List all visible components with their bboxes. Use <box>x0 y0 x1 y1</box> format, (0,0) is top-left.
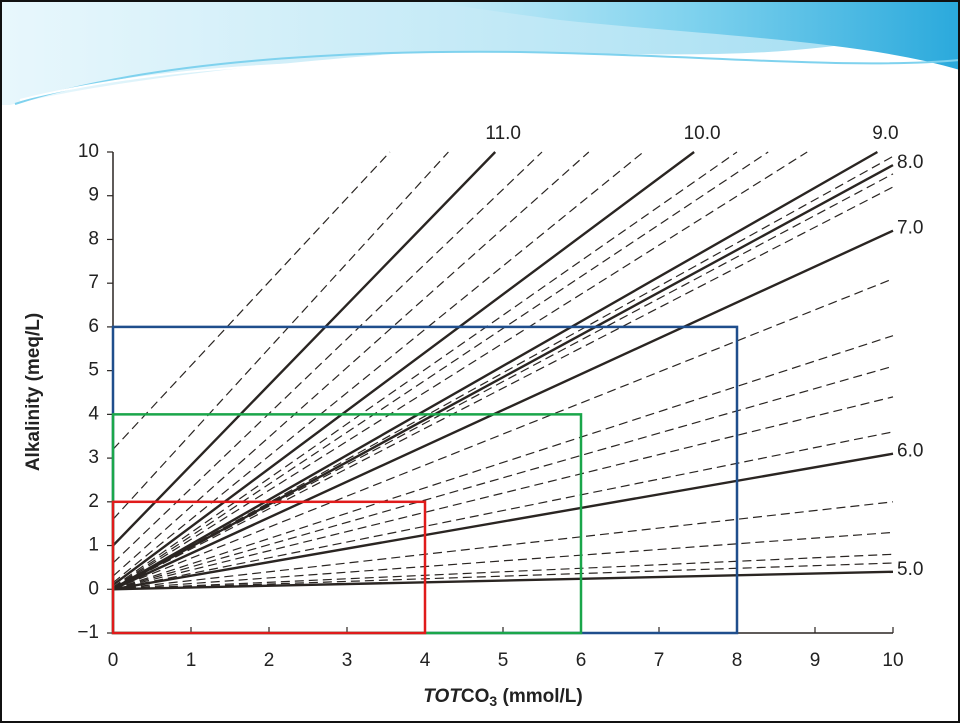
header-curve <box>14 50 960 105</box>
y-tick-label: 2 <box>88 491 99 512</box>
dashed-line <box>112 431 894 590</box>
x-tick-label: 1 <box>186 650 197 671</box>
dashed-line <box>112 562 894 590</box>
dashed-line <box>112 151 543 564</box>
dashed-line <box>112 151 769 589</box>
x-tick-label: 4 <box>420 650 431 671</box>
y-tick-label: 8 <box>88 228 99 249</box>
ph-line <box>112 570 894 591</box>
header-wave <box>420 0 960 70</box>
dashed-line <box>112 151 590 577</box>
dashed-line <box>112 553 894 590</box>
ph-line <box>112 150 878 590</box>
dashed-line <box>112 173 894 590</box>
x-tick-label: 8 <box>732 650 743 671</box>
y-tick-label: 1 <box>88 535 99 556</box>
x-tick-label: 6 <box>576 650 587 671</box>
x-tick-label: 3 <box>342 650 353 671</box>
ph-line <box>112 452 894 591</box>
y-tick-label: 3 <box>88 447 99 468</box>
x-label-part: CO <box>461 686 490 707</box>
line-label: 10.0 <box>684 123 721 144</box>
dashed-line <box>112 186 894 590</box>
y-tick-label: −1 <box>77 622 99 643</box>
highlight-region <box>111 500 427 635</box>
line-label: 5.0 <box>897 559 923 580</box>
x-tick-label: 0 <box>108 650 119 671</box>
y-tick-label: 4 <box>88 403 99 424</box>
dashed-line <box>112 151 808 589</box>
y-tick-label: 7 <box>88 272 99 293</box>
dashed-line <box>112 531 894 590</box>
dashed-line <box>112 155 894 590</box>
dashed-line <box>112 335 894 590</box>
line-label: 6.0 <box>897 441 923 462</box>
dashed-line <box>112 396 894 590</box>
x-label-part: (mmol/L) <box>497 686 583 707</box>
dashed-line <box>112 151 644 584</box>
ph-line <box>112 229 894 591</box>
dashed-line <box>112 151 738 588</box>
x-label-part: TOT <box>423 686 462 707</box>
x-tick-label: 10 <box>882 650 903 671</box>
dashed-line <box>112 365 894 590</box>
dashed-line <box>112 151 391 450</box>
header-curve <box>19 60 960 101</box>
y-tick-label: 6 <box>88 316 99 337</box>
x-axis-label: TOTCO3 (mmol/L) <box>423 686 582 709</box>
y-axis-label: Alkalinity (meq/L) <box>23 313 44 471</box>
line-label: 7.0 <box>897 218 923 239</box>
y-tick-label: 0 <box>88 578 99 599</box>
dashed-line <box>112 151 449 520</box>
dashed-line <box>112 501 894 590</box>
plot: −1 0 1 2 3 4 5 6 7 8 9 10 0 1 2 3 4 5 6 7 8 9 10 11.0 10.0 9.0 8.0… <box>77 123 923 671</box>
x-label-part: 3 <box>489 693 497 709</box>
x-tick-label: 7 <box>654 650 665 671</box>
line-label: 11.0 <box>485 123 521 144</box>
x-tick-label: 5 <box>498 650 509 671</box>
x-tick-label: 2 <box>264 650 275 671</box>
ph-line <box>112 151 497 547</box>
x-tick-label: 9 <box>810 650 821 671</box>
ph-line <box>112 151 695 586</box>
y-tick-label: 10 <box>78 141 99 162</box>
line-label: 9.0 <box>872 123 898 144</box>
y-tick-label: 5 <box>88 360 99 381</box>
ph-line <box>112 164 894 591</box>
y-tick-label: 9 <box>88 185 99 206</box>
line-label: 8.0 <box>897 152 923 173</box>
